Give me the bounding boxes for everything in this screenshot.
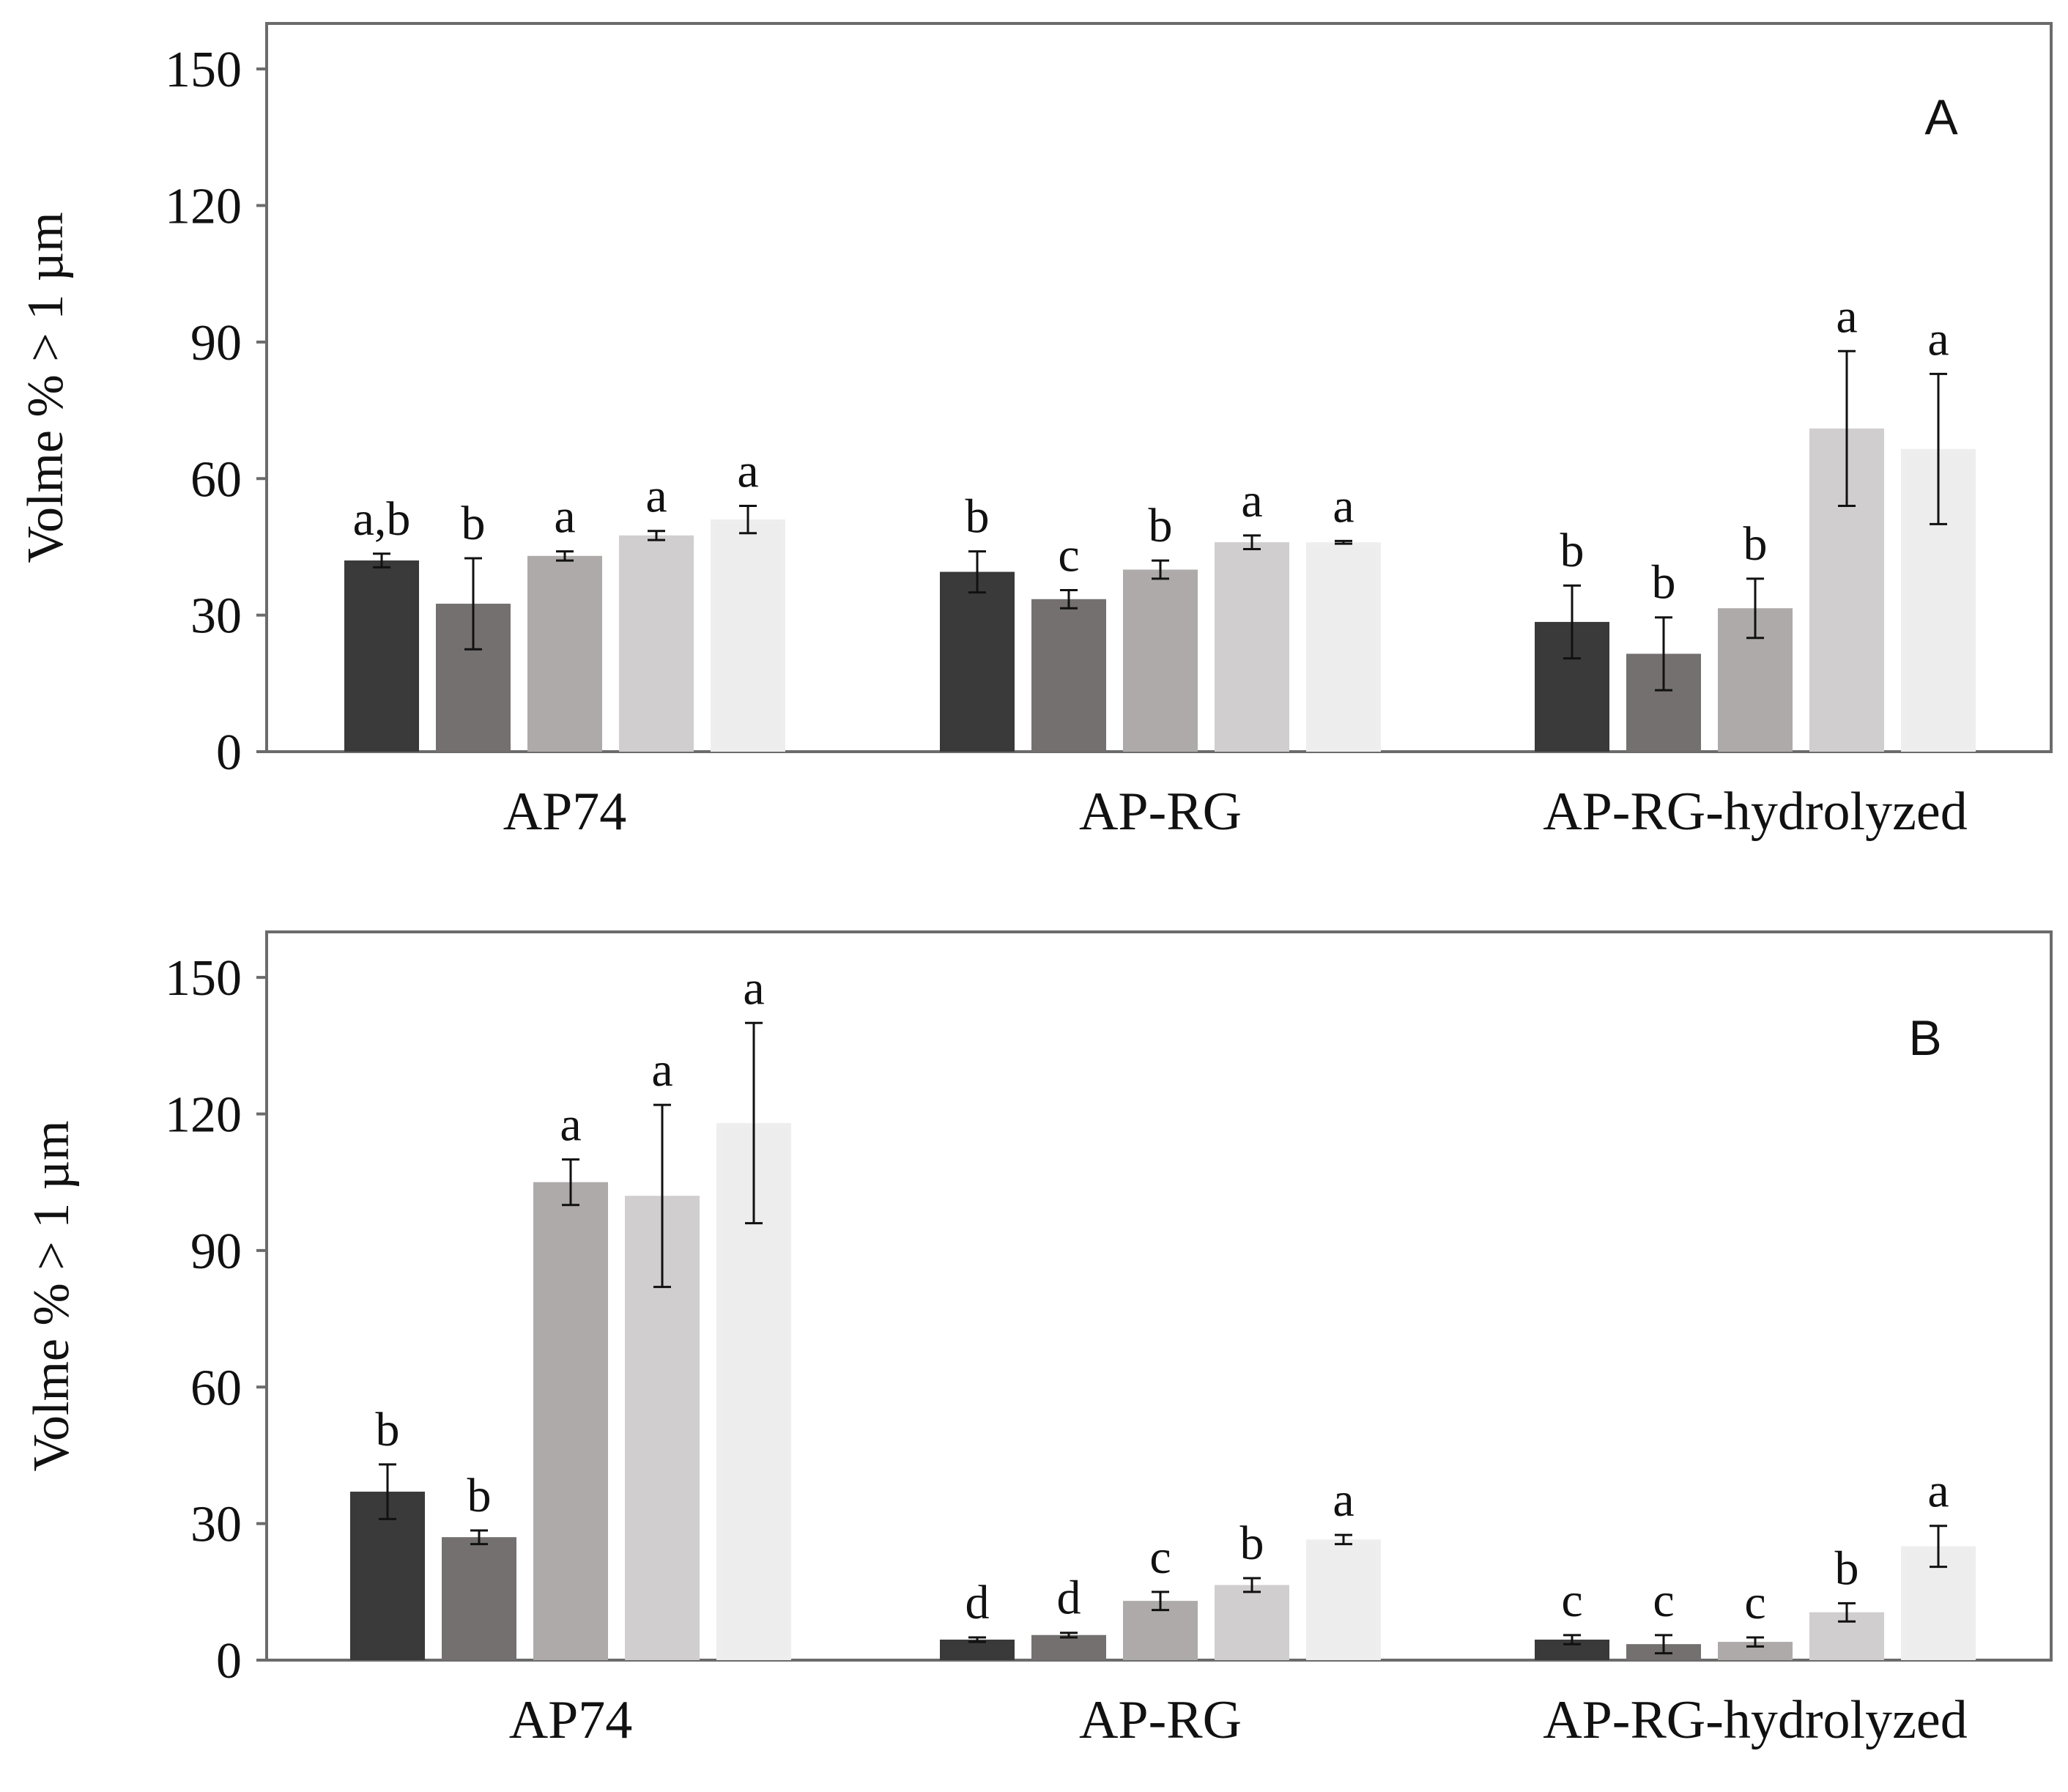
bar-ap74-s5 [711, 519, 785, 752]
error-bar [1930, 372, 1947, 525]
significance-label: b [1835, 1541, 1859, 1595]
bar-ap-rg-s5 [1306, 1539, 1381, 1660]
bar-ap74-s2 [442, 1537, 516, 1660]
bar-ap-rg-s2 [1031, 599, 1106, 752]
panel-label-a: A [1924, 89, 1958, 145]
error-bar [653, 1103, 671, 1289]
error-bar [1243, 534, 1261, 551]
y-tick-label: 90 [190, 315, 242, 371]
bar-ap-rg-s5 [1306, 542, 1381, 752]
error-bar [1335, 539, 1352, 545]
category-label: AP-RG-hydrolyzed [1543, 782, 1968, 842]
error-bar [373, 552, 390, 569]
error-bar [470, 1529, 488, 1546]
category-label: AP-RG [1079, 1690, 1242, 1750]
error-bar [1655, 616, 1672, 692]
significance-label: b [376, 1403, 400, 1456]
bar-ap-rg-s1 [940, 571, 1015, 752]
panel-b: 0 30 60 90 120 150 Volme % > 1 µm Bb b a a a AP74 d d c… [23, 930, 2053, 1750]
y-tick-label: 30 [190, 1497, 242, 1553]
significance-label: a [1927, 312, 1949, 366]
y-tick-label: 150 [165, 42, 242, 98]
significance-label: c [1561, 1574, 1582, 1627]
significance-label: a [560, 1098, 581, 1152]
significance-label: b [1743, 517, 1768, 571]
error-bar [1746, 577, 1764, 640]
y-tick-label: 90 [190, 1223, 242, 1280]
y-tick-label: 30 [190, 588, 242, 645]
y-axis-title: Volme % > 1 µm [18, 212, 74, 563]
significance-label: b [1240, 1517, 1264, 1570]
y-tick-label: 60 [190, 1360, 242, 1416]
error-bar [1838, 349, 1856, 508]
error-bar [1060, 1632, 1078, 1639]
significance-label: a [554, 490, 575, 544]
significance-label: a [1836, 289, 1857, 343]
category-label: AP-RG [1079, 782, 1242, 842]
significance-label: a [645, 470, 667, 523]
error-bar [739, 505, 757, 535]
error-bar [1152, 1591, 1169, 1612]
bar-ap74-s4 [619, 535, 694, 752]
significance-label: a [1927, 1465, 1949, 1518]
y-tick-label: 0 [216, 725, 242, 781]
error-bar [1838, 1602, 1856, 1623]
bar-ap74-s3 [533, 1182, 608, 1660]
error-bar [379, 1463, 396, 1520]
significance-label: b [966, 490, 990, 544]
error-bar [1060, 588, 1078, 610]
error-bar [1335, 1533, 1352, 1546]
error-bar [1655, 1634, 1672, 1655]
significance-label: c [1058, 528, 1079, 582]
bar-ap-rg-s3 [1123, 569, 1198, 752]
bar-ap-rg-s4 [1215, 1585, 1289, 1660]
error-bar [1243, 1577, 1261, 1593]
bar-ap74-s3 [527, 555, 602, 752]
error-bar [745, 1021, 763, 1225]
y-tick-label: 120 [165, 179, 242, 235]
significance-label: b [462, 497, 486, 550]
bar-ap-rg-s4 [1215, 542, 1289, 752]
panel-label-b: B [1908, 1010, 1941, 1066]
category-label: AP74 [503, 782, 627, 842]
significance-label: a [1333, 1473, 1354, 1527]
y-axis-title: Volme % > 1 µm [23, 1120, 80, 1471]
significance-label: a [1241, 474, 1262, 527]
significance-label: a [651, 1043, 672, 1097]
significance-label: d [966, 1576, 990, 1629]
bar-ap74-s1 [344, 560, 419, 752]
category-label: AP74 [509, 1690, 633, 1750]
error-bar [968, 1636, 986, 1643]
error-bar [648, 530, 665, 541]
error-bar [1152, 559, 1169, 580]
category-label: AP-RG-hydrolyzed [1543, 1690, 1968, 1750]
significance-label: c [1149, 1530, 1171, 1584]
error-bar [968, 550, 986, 594]
error-bar [556, 550, 574, 562]
significance-label: a [1333, 479, 1354, 533]
significance-label: b [1560, 524, 1585, 577]
y-tick-label: 0 [216, 1633, 242, 1689]
y-tick-label: 150 [165, 950, 242, 1007]
significance-label: a [743, 961, 764, 1015]
error-bar [1930, 1525, 1947, 1569]
error-bar [1563, 584, 1581, 660]
significance-label: b [1652, 556, 1676, 610]
y-tick-label: 60 [190, 451, 242, 508]
significance-label: b [1149, 499, 1173, 552]
y-tick-label: 120 [165, 1087, 242, 1144]
panel-a: 0 30 60 90 120 150 Volme % > 1 µm Aa,b b a a a AP74 b… [18, 22, 2053, 842]
significance-label: b [467, 1469, 492, 1522]
error-bar [1746, 1636, 1764, 1648]
significance-label: a,b [353, 492, 411, 546]
significance-label: c [1653, 1574, 1674, 1627]
error-bar [562, 1158, 579, 1207]
significance-label: a [737, 445, 758, 498]
error-bar [464, 557, 482, 651]
error-bar [1563, 1634, 1581, 1645]
significance-label: d [1057, 1571, 1081, 1625]
significance-label: c [1744, 1576, 1765, 1629]
